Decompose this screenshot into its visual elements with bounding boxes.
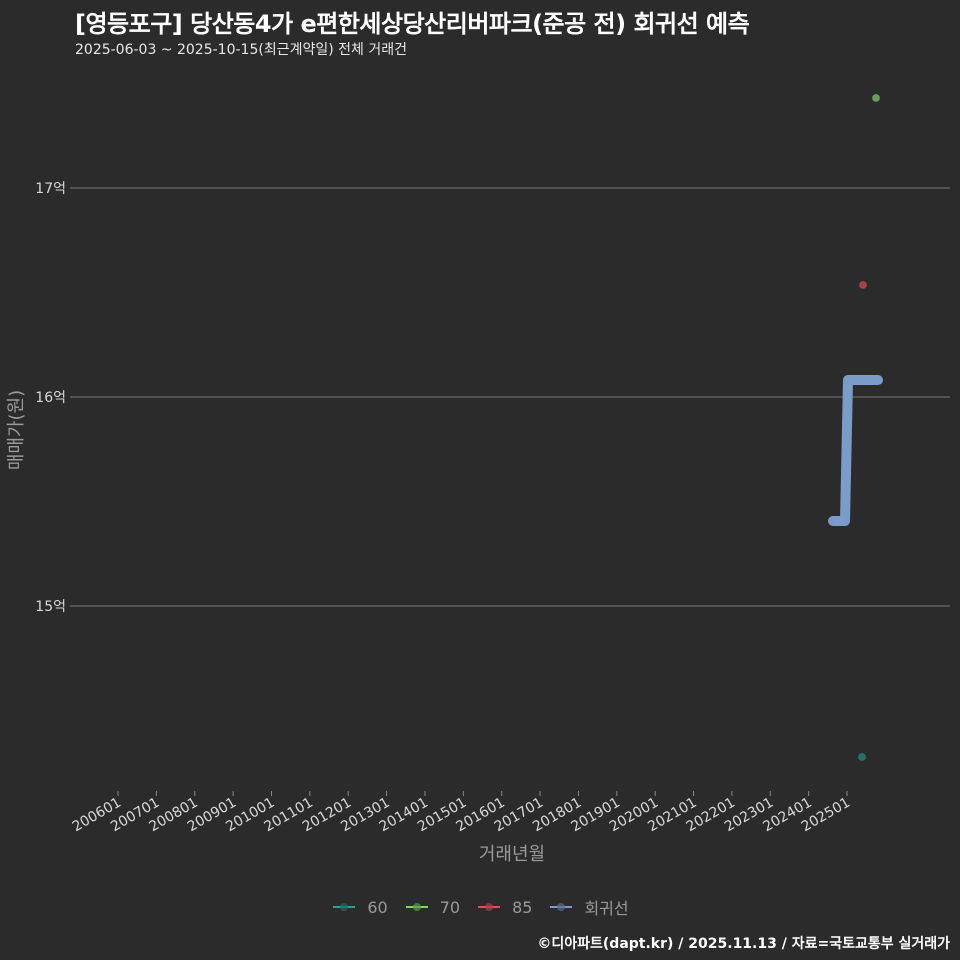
legend-key-70-icon bbox=[404, 897, 430, 917]
chart-subtitle: 2025-06-03 ~ 2025-10-15(최근계약일) 전체 거래건 bbox=[75, 42, 407, 58]
legend-item-regression: 회귀선 bbox=[548, 895, 629, 919]
x-axis: 2006012007012008012009012010012011012012… bbox=[70, 791, 853, 835]
point-70 bbox=[872, 94, 880, 102]
legend-item-85: 85 bbox=[476, 897, 532, 917]
legend-label: 60 bbox=[367, 897, 388, 917]
x-axis-title: 거래년월 bbox=[479, 844, 545, 865]
y-axis: 17억 16억 15억 매매가(원) bbox=[6, 181, 66, 615]
y-tick-15: 15억 bbox=[35, 599, 66, 615]
legend-label: 회귀선 bbox=[584, 899, 629, 918]
point-60 bbox=[858, 753, 866, 761]
legend-label: 85 bbox=[512, 897, 533, 917]
legend-key-60-icon bbox=[331, 897, 357, 917]
footer-credit: ©디아파트(dapt.kr) / 2025.11.13 / 자료=국토교통부 실… bbox=[537, 936, 950, 952]
legend-label: 70 bbox=[439, 897, 461, 917]
legend: 60 70 85 회귀선 bbox=[0, 895, 960, 919]
gridlines bbox=[70, 187, 950, 607]
y-tick-16: 16억 bbox=[35, 390, 66, 406]
regression-line bbox=[828, 375, 883, 526]
legend-item-60: 60 bbox=[331, 897, 388, 917]
legend-key-regression-icon bbox=[548, 897, 574, 917]
legend-item-70: 70 bbox=[404, 897, 460, 917]
chart-title: [영등포구] 당산동4가 e편한세상당산리버파크(준공 전) 회귀선 예측 bbox=[75, 10, 750, 38]
point-85 bbox=[859, 281, 867, 289]
y-tick-17: 17억 bbox=[35, 181, 66, 197]
y-axis-title: 매매가(원) bbox=[6, 390, 27, 470]
legend-key-85-icon bbox=[476, 897, 502, 917]
